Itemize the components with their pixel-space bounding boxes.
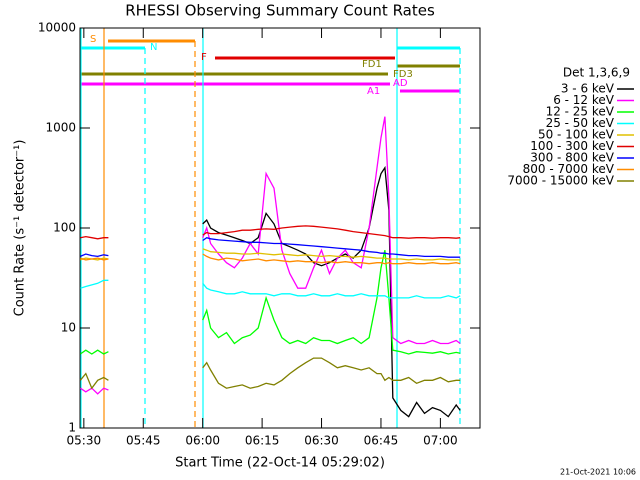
legend-label: 800 - 7000 keV	[523, 162, 615, 176]
annotation-label: A1	[367, 86, 380, 97]
x-tick-label: 06:45	[364, 434, 399, 448]
x-axis-label: Start Time (22-Oct-14 05:29:02)	[175, 456, 385, 471]
y-tick-label: 100	[53, 221, 76, 235]
x-tick-label: 06:15	[245, 434, 280, 448]
annotation-label: S	[90, 34, 96, 45]
annotation-bars	[80, 39, 460, 93]
series-line	[80, 236, 461, 258]
legend-label: 25 - 50 keV	[546, 116, 615, 130]
series-line	[80, 225, 461, 240]
y-tick-label: 1	[68, 421, 76, 435]
y-tick-label: 10000	[38, 21, 76, 35]
legend-label: 100 - 300 keV	[530, 139, 614, 153]
series-line	[79, 116, 461, 395]
series-line	[80, 253, 461, 265]
x-tick-label: 06:30	[304, 434, 339, 448]
legend-title: Det 1,3,6,9	[563, 66, 630, 80]
legend-label: 300 - 800 keV	[530, 151, 614, 165]
footer: 21-Oct-2021 10:06	[560, 468, 636, 477]
x-tick-label: 05:30	[67, 434, 102, 448]
series-line	[80, 279, 461, 299]
series-line	[80, 248, 461, 261]
annotation-label: AD	[393, 78, 408, 89]
y-tick-label: 1000	[45, 121, 76, 135]
legend-label: 6 - 12 keV	[553, 93, 615, 107]
annotation-label: F	[201, 52, 207, 63]
y-axis-label: Count Rate (s⁻¹ detector⁻¹)	[13, 140, 28, 317]
annotation-label: FD1	[362, 59, 382, 70]
x-tick-label: 07:00	[423, 434, 458, 448]
y-tick-label: 10	[61, 321, 76, 335]
legend-label: 50 - 100 keV	[538, 128, 615, 142]
annotation-label: N	[150, 42, 157, 53]
chart-title: RHESSI Observing Summary Count Rates	[125, 2, 435, 20]
annotation-label: FD3	[393, 69, 413, 80]
legend-label: 3 - 6 keV	[561, 82, 615, 96]
legend-label: 7000 - 15000 keV	[507, 174, 614, 188]
x-tick-label: 06:00	[185, 434, 220, 448]
x-tick-label: 05:45	[126, 434, 161, 448]
series-line	[79, 250, 461, 355]
series-line	[79, 357, 461, 390]
legend-label: 12 - 25 keV	[546, 105, 615, 119]
